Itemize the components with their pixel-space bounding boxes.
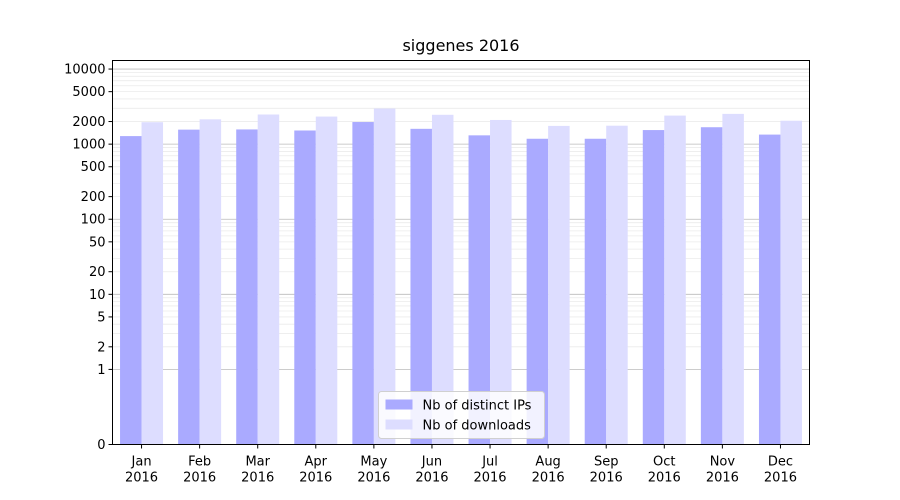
x-tick-label: Mar 2016 — [241, 455, 274, 486]
bar-downloads-2 — [199, 119, 222, 445]
x-tick-label: May 2016 — [357, 455, 390, 486]
bar-downloads-8 — [548, 125, 570, 445]
x-tick-label: Jan 2016 — [125, 455, 158, 486]
x-tick-label: Jun 2016 — [415, 455, 448, 486]
bar-ips-6 — [410, 128, 432, 445]
legend-swatch — [385, 399, 413, 410]
bar-downloads-6 — [431, 114, 454, 445]
x-tick-label: Feb 2016 — [183, 455, 216, 486]
bar-downloads-4 — [315, 116, 338, 445]
y-tick-label: 500 — [81, 160, 106, 175]
x-tick-label: Sep 2016 — [590, 455, 623, 486]
x-tick-label: Apr 2016 — [299, 455, 332, 486]
y-tick-label: 0 — [97, 438, 105, 453]
legend-box — [378, 391, 545, 439]
x-axis: Jan 2016 Feb 2016 Mar 2016 Apr 2016 May 2016 Jun 20… — [125, 444, 797, 486]
bar-downloads-1 — [141, 122, 164, 445]
y-tick-label: 200 — [81, 190, 106, 205]
bar-downloads-7 — [490, 119, 512, 445]
y-tick-label: 1000 — [72, 138, 105, 153]
bar-ips-2 — [178, 129, 200, 445]
bar-downloads-12 — [780, 120, 802, 445]
y-tick-label: 50 — [89, 235, 106, 250]
bar-ips-5 — [352, 122, 374, 445]
y-tick-label: 1 — [97, 363, 105, 378]
bar-downloads-10 — [664, 115, 686, 445]
y-tick-label: 100 — [81, 213, 106, 228]
bar-downloads-9 — [606, 125, 628, 445]
legend-label: Nb of distinct IPs — [423, 399, 532, 414]
x-tick-label: Oct 2016 — [648, 455, 681, 486]
y-axis: 0 1 2 5 10 20 50 100 200 500 1000 2000 5000 10000 — [64, 63, 113, 453]
y-tick-label: 5000 — [72, 85, 105, 100]
bar-ips-12 — [758, 134, 781, 445]
legend-swatch — [385, 419, 413, 430]
y-tick-label: 5 — [97, 310, 105, 325]
y-tick-label: 10 — [89, 288, 106, 303]
bar-ips-7 — [468, 135, 491, 445]
legend-label: Nb of downloads — [423, 419, 532, 434]
bar-ips-1 — [120, 136, 142, 445]
bar-ips-8 — [526, 138, 549, 445]
x-tick-label: Dec 2016 — [764, 455, 797, 486]
y-tick-label: 10000 — [64, 63, 105, 78]
bar-downloads-3 — [257, 114, 280, 445]
bar-downloads-11 — [722, 113, 744, 445]
bar-downloads-5 — [373, 108, 396, 445]
legend: Nb of distinct IPs Nb of downloads — [378, 391, 545, 439]
x-tick-label: Jul 2016 — [473, 455, 506, 486]
y-tick-label: 20 — [89, 265, 106, 280]
bar-ips-4 — [294, 130, 316, 445]
chart-title: siggenes 2016 — [402, 36, 519, 55]
bar-ips-11 — [700, 127, 723, 445]
y-tick-label: 2 — [97, 340, 105, 355]
bars — [120, 108, 802, 445]
x-tick-label: Aug 2016 — [532, 455, 565, 486]
plot-frame — [112, 60, 810, 445]
bar-ips-3 — [236, 129, 258, 445]
bar-ips-10 — [642, 130, 665, 445]
bar-ips-9 — [584, 138, 607, 445]
y-tick-label: 2000 — [72, 115, 105, 130]
x-tick-label: Nov 2016 — [706, 455, 739, 486]
grid-lines — [112, 68, 810, 370]
